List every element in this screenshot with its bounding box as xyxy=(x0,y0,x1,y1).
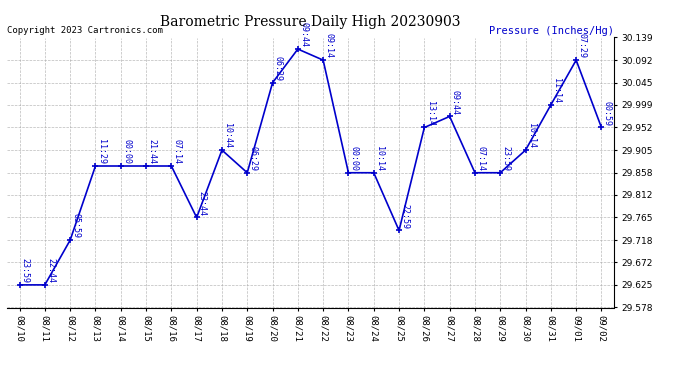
Text: 06:29: 06:29 xyxy=(248,146,257,171)
Text: 23:59: 23:59 xyxy=(502,146,511,171)
Text: 13:14: 13:14 xyxy=(426,100,435,126)
Text: 00:59: 00:59 xyxy=(603,100,612,126)
Text: 23:59: 23:59 xyxy=(21,258,30,283)
Text: 07:14: 07:14 xyxy=(172,139,181,164)
Text: Barometric Pressure Daily High 20230903: Barometric Pressure Daily High 20230903 xyxy=(160,15,461,29)
Text: 00:00: 00:00 xyxy=(122,139,131,164)
Text: 22:59: 22:59 xyxy=(400,204,409,229)
Text: 11:29: 11:29 xyxy=(97,139,106,164)
Text: 09:44: 09:44 xyxy=(451,90,460,114)
Text: 11:14: 11:14 xyxy=(552,78,561,103)
Text: 07:29: 07:29 xyxy=(578,33,586,58)
Text: 00:00: 00:00 xyxy=(350,146,359,171)
Text: 05:59: 05:59 xyxy=(72,213,81,238)
Text: 06:29: 06:29 xyxy=(274,56,283,81)
Text: Pressure (Inches/Hg): Pressure (Inches/Hg) xyxy=(489,26,614,36)
Text: 10:14: 10:14 xyxy=(527,123,536,148)
Text: 07:14: 07:14 xyxy=(476,146,485,171)
Text: 23:44: 23:44 xyxy=(198,190,207,216)
Text: 21:44: 21:44 xyxy=(148,139,157,164)
Text: 09:14: 09:14 xyxy=(324,33,333,58)
Text: Copyright 2023 Cartronics.com: Copyright 2023 Cartronics.com xyxy=(7,26,163,35)
Text: 10:44: 10:44 xyxy=(224,123,233,148)
Text: 22:44: 22:44 xyxy=(46,258,55,283)
Text: 09:44: 09:44 xyxy=(299,22,308,47)
Text: 10:14: 10:14 xyxy=(375,146,384,171)
